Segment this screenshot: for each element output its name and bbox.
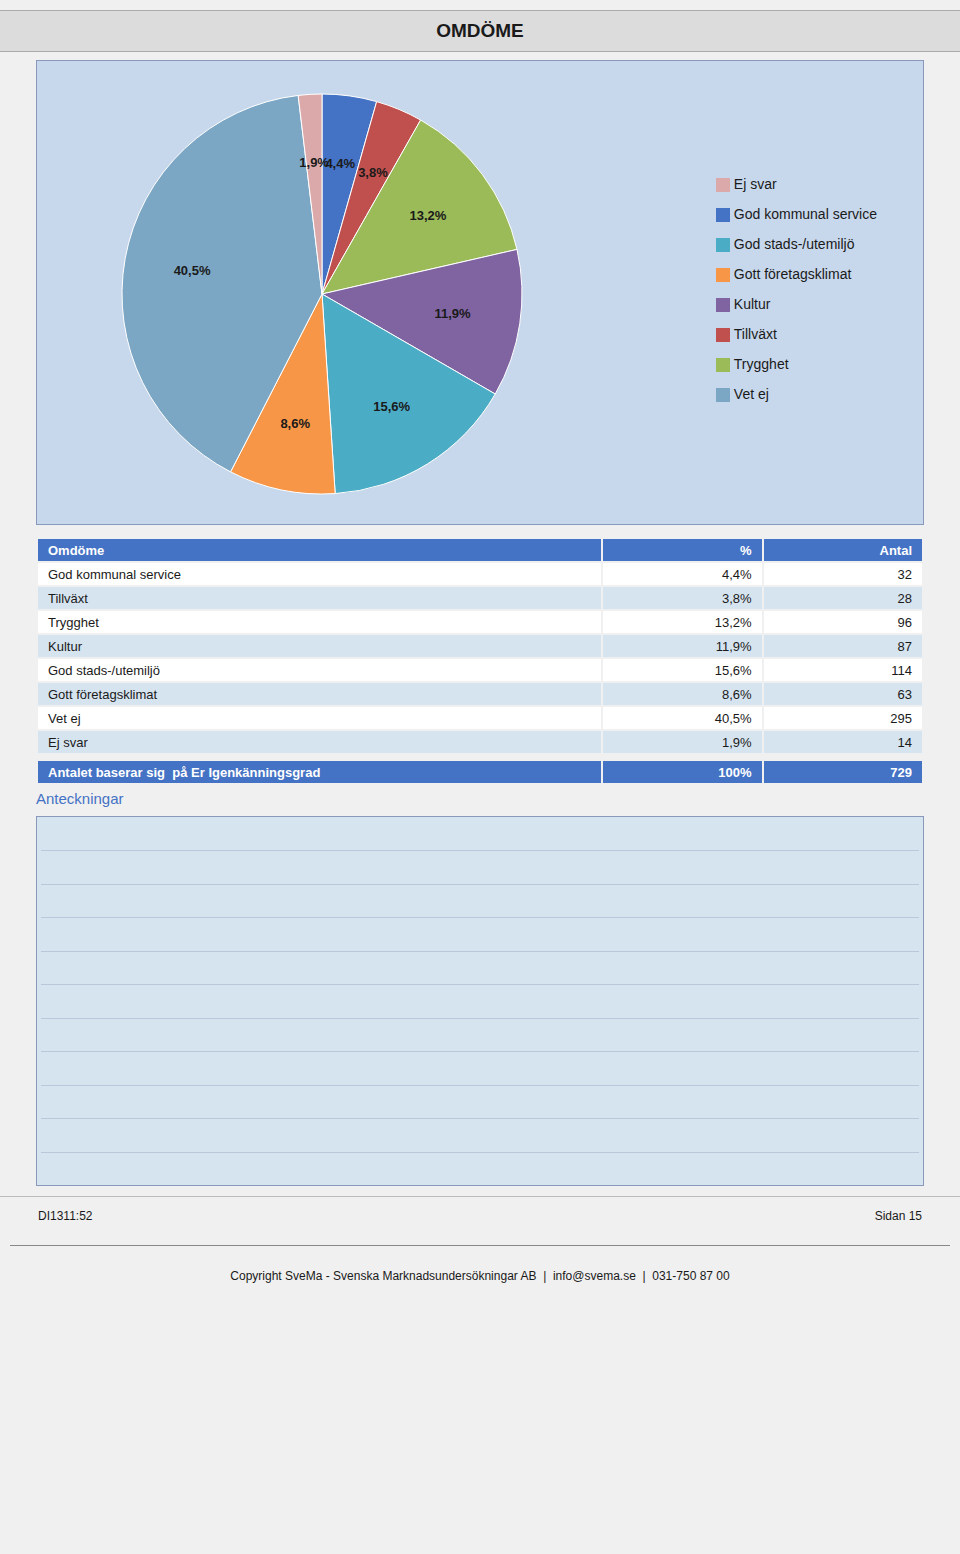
html-text:3,8%: 3,8% <box>722 590 752 606</box>
html-text:Antalet baserar sig på Er Igen: Antalet baserar sig på Er Igenkänningsgr… <box>48 764 321 780</box>
html-text:Trygghet: Trygghet <box>733 355 789 372</box>
html-text:Ej svar: Ej svar <box>733 175 777 192</box>
svg-text:1,9%: 1,9% <box>299 155 329 170</box>
html-text:Kultur: Kultur <box>48 638 82 654</box>
html-text:8,6%: 8,6% <box>722 686 752 702</box>
html-text:Tillväxt: Tillväxt <box>733 325 777 342</box>
html-text:Trygghet: Trygghet <box>48 614 99 630</box>
html-text:DI1311:52: DI1311:52 <box>38 1209 93 1223</box>
html-text:Copyright SveMa - Svenska Mark: Copyright SveMa - Svenska Marknadsunders… <box>230 1269 730 1283</box>
html-text:Tillväxt: Tillväxt <box>48 590 88 606</box>
html-text:1,9%: 1,9% <box>722 734 752 750</box>
svg-text:13,2%: 13,2% <box>409 208 446 223</box>
html-text:OMDÖME: OMDÖME <box>436 20 524 41</box>
html-text:96: 96 <box>897 614 912 630</box>
html-text:God kommunal service: God kommunal service <box>48 566 181 582</box>
html-text:100%: 100% <box>718 764 752 780</box>
html-text:4,4%: 4,4% <box>722 566 752 582</box>
html-text:11,9%: 11,9% <box>715 638 752 654</box>
html-text:14: 14 <box>897 734 912 750</box>
html-text:32: 32 <box>897 566 912 582</box>
html-text:Vet ej: Vet ej <box>48 710 81 726</box>
html-text:Omdöme: Omdöme <box>48 542 105 558</box>
html-text:God stads-/utemiljö: God stads-/utemiljö <box>733 235 855 252</box>
html-text:Anteckningar: Anteckningar <box>36 790 124 807</box>
html-text:Gott företagsklimat: Gott företagsklimat <box>733 265 852 282</box>
svg-text:4,4%: 4,4% <box>325 156 355 171</box>
svg-text:11,9%: 11,9% <box>434 306 471 321</box>
html-text:28: 28 <box>897 590 912 606</box>
html-text:God kommunal service: God kommunal service <box>733 205 877 222</box>
svg-text:40,5%: 40,5% <box>174 263 211 278</box>
html-text:13,2%: 13,2% <box>714 614 752 630</box>
svg-text:8,6%: 8,6% <box>280 416 310 431</box>
html-text:Kultur: Kultur <box>733 295 771 312</box>
html-text:Gott företagsklimat: Gott företagsklimat <box>48 686 158 702</box>
html-text:God stads-/utemiljö: God stads-/utemiljö <box>48 662 160 678</box>
html-text:295: 295 <box>890 710 912 726</box>
html-text:Sidan 15: Sidan 15 <box>874 1209 922 1223</box>
html-text:15,6%: 15,6% <box>714 662 752 678</box>
html-text:Antal: Antal <box>879 542 912 558</box>
svg-text:3,8%: 3,8% <box>358 165 388 180</box>
html-text:Vet ej: Vet ej <box>733 385 769 402</box>
html-text:40,5%: 40,5% <box>714 710 752 726</box>
html-text:63: 63 <box>897 686 912 702</box>
svg-text:15,6%: 15,6% <box>373 399 410 414</box>
html-text:729: 729 <box>890 764 912 780</box>
html-text:114: 114 <box>891 662 912 678</box>
html-text:Ej svar: Ej svar <box>48 734 88 750</box>
html-text:87: 87 <box>897 638 912 654</box>
